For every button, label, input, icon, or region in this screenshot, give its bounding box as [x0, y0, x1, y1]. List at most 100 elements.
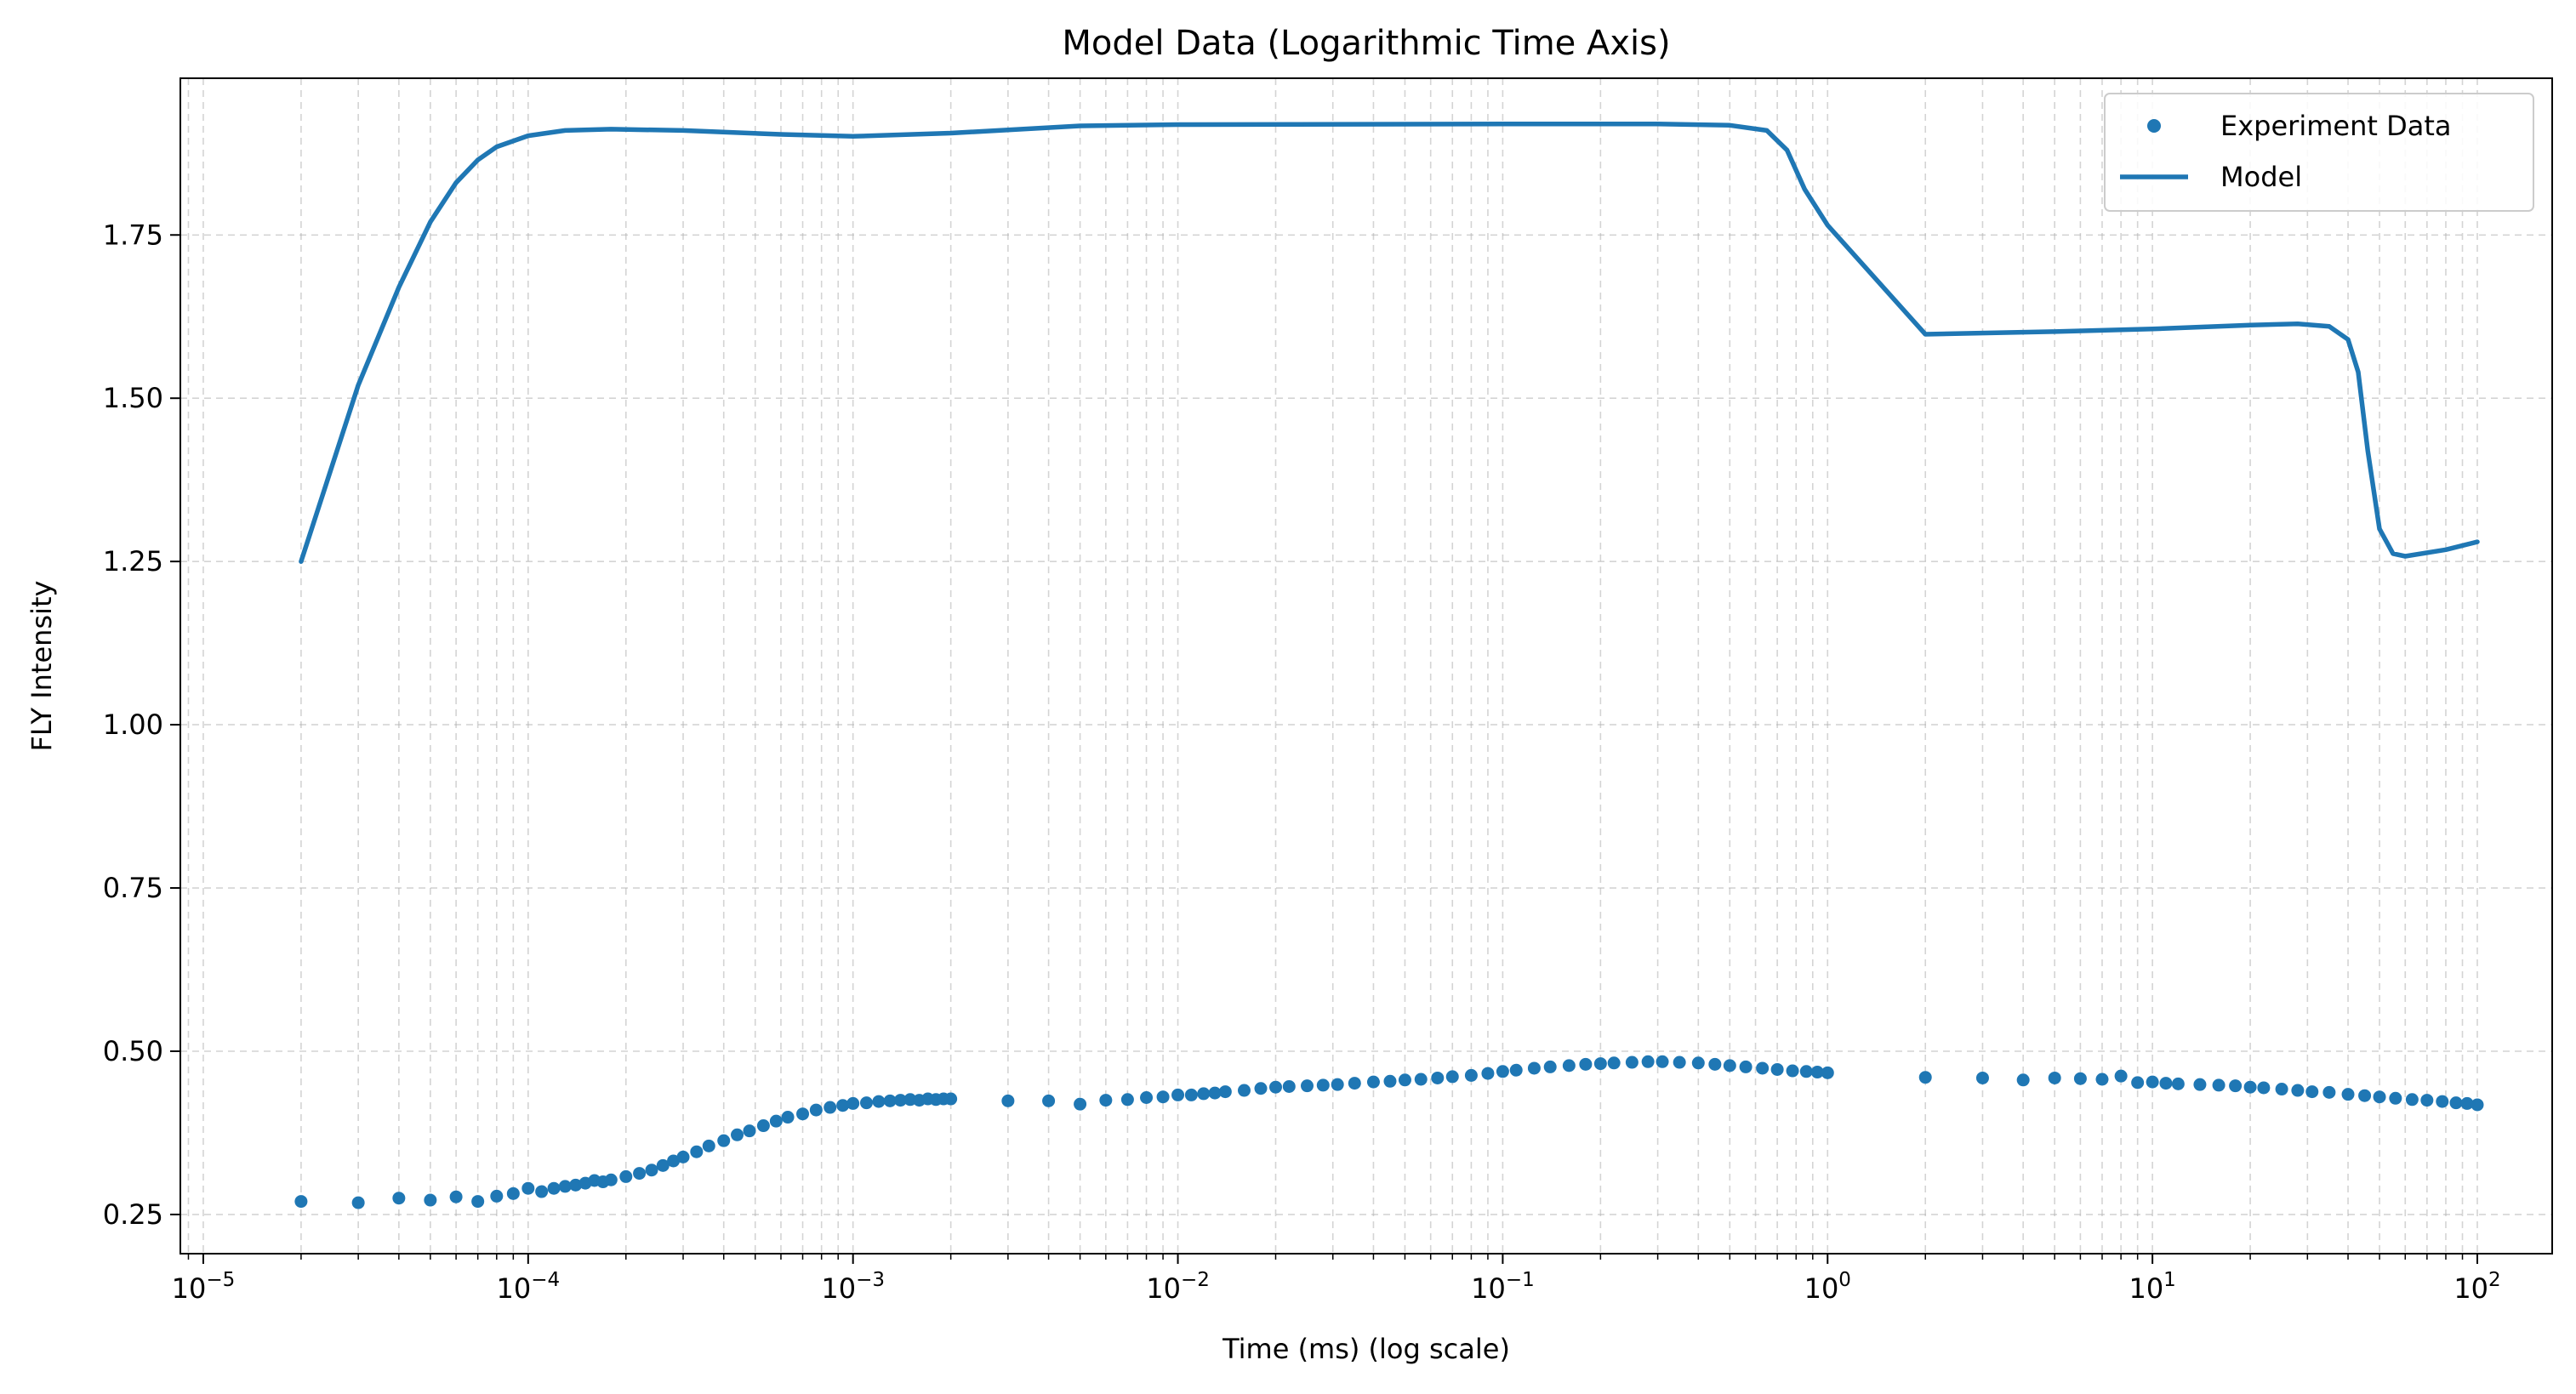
- experiment-data-point: [2131, 1076, 2145, 1090]
- y-tick-label: 1.75: [103, 219, 163, 251]
- experiment-data-point: [2358, 1089, 2372, 1102]
- experiment-data-point: [2436, 1095, 2449, 1108]
- experiment-data-point: [2146, 1075, 2159, 1089]
- experiment-data-point: [2114, 1069, 2128, 1083]
- experiment-data-point: [1398, 1073, 1411, 1087]
- experiment-data-point: [1673, 1055, 1686, 1069]
- experiment-data-point: [1237, 1084, 1251, 1097]
- experiment-data-point: [743, 1124, 756, 1138]
- experiment-data-point: [1208, 1086, 1222, 1100]
- experiment-data-point: [1756, 1061, 1770, 1075]
- experiment-data-point: [2212, 1078, 2226, 1092]
- experiment-data-point: [702, 1139, 715, 1152]
- experiment-data-point: [2257, 1081, 2271, 1095]
- experiment-data-point: [656, 1158, 670, 1172]
- experiment-data-point: [1431, 1071, 1445, 1084]
- experiment-data-point: [1099, 1094, 1113, 1107]
- experiment-data-point: [558, 1180, 572, 1193]
- experiment-data-point: [1348, 1077, 1361, 1090]
- legend-marker-experiment-data: [2147, 119, 2161, 133]
- model-line: [299, 121, 2480, 564]
- axis-ticks: 0.25 0.50 0.75 1.00 1.25 1.50 1.75 10−5 10−4 10−3…: [103, 219, 2501, 1305]
- experiment-data-point: [2449, 1096, 2463, 1110]
- experiment-data-point: [1641, 1055, 1655, 1068]
- experiment-data-point: [883, 1094, 897, 1107]
- experiment-data-point: [1140, 1091, 1154, 1105]
- y-tick-label: 0.75: [103, 872, 163, 904]
- x-tick-label: 10−1: [1471, 1269, 1535, 1305]
- experiment-data-point: [645, 1164, 658, 1177]
- chart-title: Model Data (Logarithmic Time Axis): [1062, 24, 1670, 63]
- x-tick-label: 10−2: [1146, 1269, 1210, 1305]
- x-tick-label: 10−3: [821, 1269, 885, 1305]
- experiment-data-point: [846, 1096, 860, 1110]
- x-axis-label: Time (ms) (log scale): [1222, 1333, 1510, 1365]
- legend: Experiment Data Model: [2104, 93, 2534, 212]
- experiment-data-point: [1543, 1060, 1557, 1073]
- experiment-data-point: [2322, 1085, 2336, 1099]
- plot-frame: [180, 77, 2553, 1255]
- grid-lines: [180, 78, 2552, 1254]
- experiment-data-point: [604, 1173, 618, 1186]
- experiment-data-point: [1810, 1066, 1824, 1079]
- experiment-data-point: [2291, 1084, 2305, 1097]
- experiment-data-point: [1171, 1088, 1185, 1101]
- experiment-data-point: [2275, 1083, 2288, 1096]
- experiment-data-point: [633, 1167, 647, 1181]
- experiment-data-point: [506, 1186, 520, 1200]
- experiment-data-point: [2243, 1080, 2257, 1094]
- experiment-data-point: [2420, 1094, 2434, 1107]
- experiment-data-point: [1918, 1071, 1932, 1084]
- experiment-data-point: [717, 1134, 731, 1147]
- experiment-data-point: [449, 1190, 463, 1203]
- experiment-data-point: [893, 1094, 907, 1107]
- experiment-data-point: [2471, 1098, 2484, 1112]
- experiment-data-point: [471, 1195, 485, 1209]
- legend-label-experiment-data: Experiment Data: [2220, 110, 2451, 142]
- experiment-data-point: [1301, 1079, 1314, 1093]
- experiment-data-point: [1316, 1078, 1330, 1092]
- experiment-data-point: [1656, 1055, 1669, 1068]
- experiment-data-point: [1366, 1075, 1380, 1089]
- experiment-data-point: [2389, 1091, 2402, 1105]
- experiment-data-point: [781, 1111, 795, 1124]
- experiment-data-point: [859, 1096, 873, 1110]
- experiment-data-point: [2229, 1079, 2243, 1093]
- experiment-data-point: [1593, 1057, 1607, 1071]
- experiment-data-points: [294, 1055, 2484, 1209]
- y-tick-label: 1.25: [103, 545, 163, 578]
- experiment-data-point: [1607, 1056, 1621, 1070]
- experiment-data-point: [535, 1185, 549, 1198]
- x-tick-label: 101: [2129, 1269, 2175, 1305]
- x-tick-label: 10−5: [172, 1269, 236, 1305]
- experiment-data-point: [1120, 1093, 1134, 1107]
- experiment-data-point: [569, 1178, 583, 1192]
- experiment-data-point: [809, 1103, 823, 1117]
- experiment-data-point: [2073, 1072, 2087, 1085]
- experiment-data-point: [836, 1099, 850, 1112]
- experiment-data-point: [1527, 1061, 1541, 1075]
- experiment-data-point: [1331, 1078, 1344, 1091]
- experiment-data-point: [2373, 1090, 2386, 1104]
- experiment-data-point: [424, 1193, 437, 1207]
- experiment-data-point: [2016, 1073, 2030, 1087]
- experiment-data-point: [2405, 1093, 2419, 1107]
- legend-label-model: Model: [2220, 161, 2302, 193]
- experiment-data-point: [1723, 1059, 1736, 1073]
- experiment-data-point: [2048, 1071, 2061, 1084]
- x-tick-label: 100: [1804, 1269, 1851, 1305]
- experiment-data-point: [756, 1119, 770, 1133]
- experiment-data-point: [796, 1107, 810, 1121]
- experiment-data-point: [521, 1181, 535, 1195]
- experiment-data-point: [2460, 1096, 2474, 1110]
- experiment-data-point: [1799, 1065, 1813, 1078]
- experiment-data-point: [824, 1101, 837, 1114]
- experiment-data-point: [1414, 1073, 1428, 1086]
- experiment-data-point: [2193, 1078, 2207, 1091]
- experiment-data-point: [1184, 1088, 1198, 1101]
- model-line-layer: [299, 121, 2480, 564]
- experiment-data-point: [1496, 1065, 1509, 1078]
- experiment-data-point: [1786, 1064, 1799, 1078]
